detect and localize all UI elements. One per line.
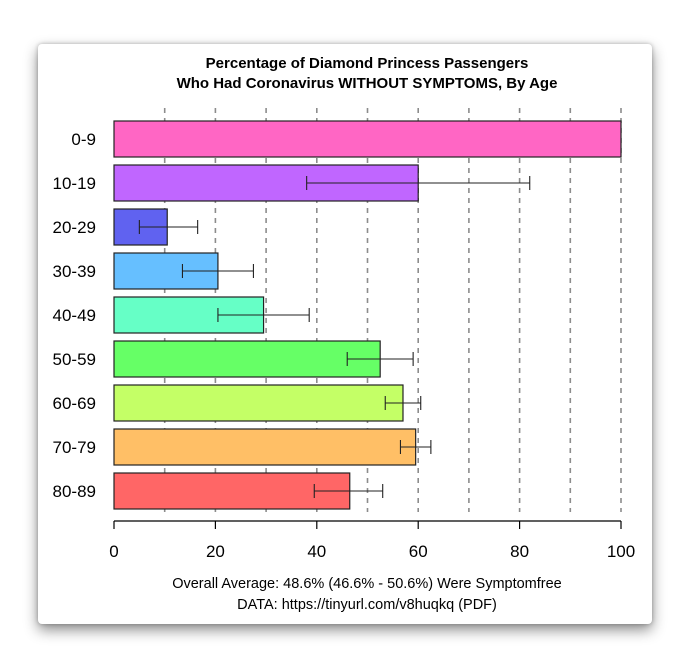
category-label-70-79: 70-79: [53, 438, 96, 457]
category-label-20-29: 20-29: [53, 218, 96, 237]
footer-source: DATA: https://tinyurl.com/v8huqkq (PDF): [237, 597, 497, 613]
category-label-50-59: 50-59: [53, 350, 96, 369]
bar-60-69: [113, 384, 404, 422]
x-tick-label: 60: [409, 542, 428, 561]
bar-80-89: [113, 472, 351, 510]
category-label-60-69: 60-69: [53, 394, 96, 413]
x-axis: 0 20 40 60 80 100: [109, 520, 635, 561]
bar-70-79: [113, 428, 417, 466]
bars: [113, 120, 622, 510]
x-tick-label: 40: [307, 542, 326, 561]
bar-0-9: [113, 120, 622, 158]
x-tick-label: 20: [206, 542, 225, 561]
x-tick-label: 80: [510, 542, 529, 561]
bar-50-59: [113, 340, 381, 378]
category-label-80-89: 80-89: [53, 482, 96, 501]
chart-subtitle: Who Had Coronavirus WITHOUT SYMPTOMS, By…: [177, 75, 558, 92]
error-bars: [138, 176, 531, 498]
category-label-30-39: 30-39: [53, 262, 96, 281]
x-tick-label: 100: [607, 542, 635, 561]
category-label-10-19: 10-19: [53, 174, 96, 193]
category-labels: 0-9 10-19 20-29 30-39 40-49 50-59 60-69 70-79 80…: [53, 130, 96, 501]
category-label-40-49: 40-49: [53, 306, 96, 325]
x-tick-label: 0: [109, 542, 118, 561]
footer-average: Overall Average: 48.6% (46.6% - 50.6%) W…: [172, 576, 562, 592]
chart-title: Percentage of Diamond Princess Passenger…: [206, 55, 529, 72]
category-label-0-9: 0-9: [71, 130, 96, 149]
